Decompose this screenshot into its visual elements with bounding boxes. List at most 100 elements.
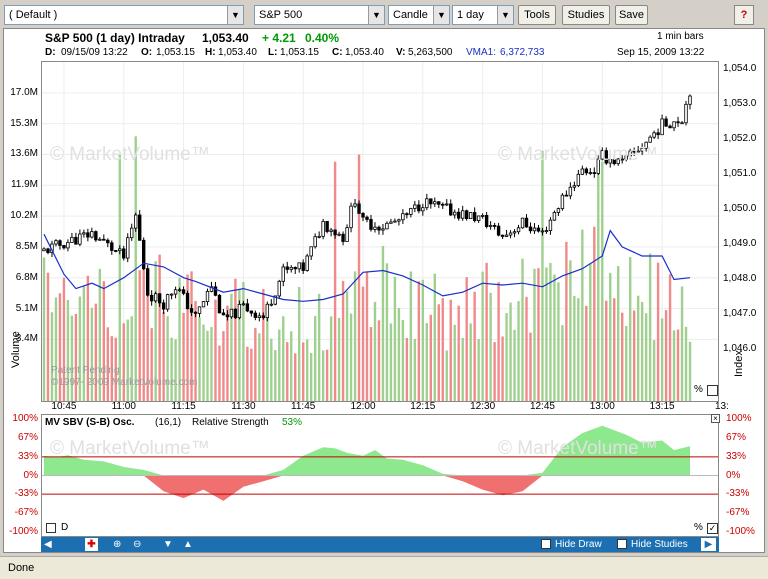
- chevron-down-icon[interactable]: ▼: [433, 6, 449, 24]
- hide-studies-toggle[interactable]: Hide Studies: [617, 538, 688, 551]
- candle-body: [564, 194, 569, 197]
- candle-body: [560, 194, 565, 210]
- volume-bar: [122, 323, 125, 401]
- volume-bar: [206, 330, 209, 401]
- save-button[interactable]: Save: [615, 5, 648, 25]
- candle-body: [592, 172, 596, 174]
- hide-draw-toggle[interactable]: Hide Draw: [541, 538, 602, 551]
- help-button[interactable]: ?: [734, 5, 754, 25]
- candle-body: [576, 173, 581, 187]
- scroll-right-icon[interactable]: ▶: [701, 538, 716, 551]
- candle-body: [157, 293, 162, 304]
- volume-bar: [154, 261, 157, 401]
- volume-bar: [421, 279, 425, 401]
- candle-body: [588, 172, 593, 174]
- vma-line: [43, 229, 691, 302]
- scale-toggle[interactable]: [707, 385, 718, 396]
- candle-body: [488, 225, 493, 227]
- price-tick-label: 1,048.0: [723, 272, 757, 284]
- zoom-in-icon[interactable]: ⊕: [113, 539, 122, 550]
- osc-scale-checkbox[interactable]: ✓: [707, 523, 718, 534]
- candle-body: [500, 234, 505, 237]
- volume-bar: [573, 295, 576, 401]
- volume-bar: [521, 258, 524, 401]
- volume-bar: [541, 150, 544, 401]
- candle-body: [245, 303, 250, 312]
- hide-studies-checkbox[interactable]: [617, 539, 627, 550]
- volume-bar: [317, 293, 321, 401]
- candle-body: [130, 227, 134, 239]
- candle-body: [62, 245, 66, 249]
- osc-tick-label-right: -67%: [726, 507, 750, 519]
- layout-select[interactable]: ( Default ) ▼: [4, 5, 244, 25]
- candle-body: [580, 168, 585, 175]
- candle-body: [644, 141, 648, 149]
- candle-body: [94, 231, 98, 241]
- osc-tick-label-right: 100%: [726, 413, 752, 424]
- zoom-out-icon[interactable]: ⊖: [133, 539, 142, 550]
- osc-tick-label-left: -100%: [9, 526, 38, 537]
- volume-bar: [676, 329, 680, 401]
- volume-bar: [50, 312, 54, 401]
- oscillator-panel[interactable]: [41, 414, 719, 537]
- candle-body: [233, 308, 238, 319]
- tools-button[interactable]: Tools: [518, 5, 556, 25]
- symbol-select[interactable]: S&P 500 ▼: [254, 5, 385, 25]
- candle-body: [118, 248, 122, 252]
- volume-tick-label: 15.3M: [10, 117, 38, 129]
- d-checkbox[interactable]: [46, 523, 56, 533]
- candle-body: [293, 267, 297, 270]
- volume-bar: [98, 268, 102, 401]
- candle-body: [42, 248, 46, 252]
- candle-body: [437, 201, 441, 205]
- candle-body: [141, 239, 146, 270]
- scroll-left-icon[interactable]: ◀: [44, 539, 52, 550]
- candle-body: [464, 210, 469, 220]
- candle-body: [680, 122, 684, 125]
- period-value: 1 day: [457, 9, 484, 21]
- volume-bar: [664, 310, 668, 401]
- volume-bar: [214, 299, 217, 401]
- chevron-down-icon[interactable]: ▼: [497, 6, 513, 24]
- candle-body: [70, 236, 74, 243]
- candle-body: [604, 150, 608, 164]
- chevron-down-icon[interactable]: ▼: [227, 6, 243, 24]
- candle-body: [628, 150, 632, 157]
- volume-bar: [70, 315, 74, 401]
- chevron-down-icon[interactable]: ▼: [368, 6, 384, 24]
- navigation-bar: ◀ ✚ ⊕ ⊖ ▼ ▲ Hide Draw Hide Studies ▶: [41, 537, 719, 552]
- volume-bar: [194, 301, 197, 401]
- hide-draw-checkbox[interactable]: [541, 539, 551, 550]
- candle-body: [441, 203, 445, 206]
- crosshair-icon[interactable]: ✚: [85, 538, 98, 551]
- volume-tick-label: 13.6M: [10, 148, 38, 160]
- studies-button[interactable]: Studies: [562, 5, 610, 25]
- candle-body: [389, 221, 393, 224]
- volume-bar: [609, 272, 612, 401]
- volume-bar: [301, 342, 305, 401]
- volume-bar: [533, 268, 536, 401]
- chart-type-select[interactable]: Candle ▼: [388, 5, 450, 25]
- candle-body: [532, 227, 537, 232]
- volume-bar: [517, 301, 520, 401]
- volume-bar: [624, 326, 628, 401]
- volume-bar: [226, 305, 229, 401]
- price-volume-panel[interactable]: [41, 61, 719, 402]
- volume-bar: [266, 311, 269, 401]
- osc-tick-label-right: 0%: [726, 469, 741, 481]
- candle-body: [217, 294, 222, 314]
- scroll-down-icon[interactable]: ▼: [163, 539, 173, 550]
- period-select[interactable]: 1 day ▼: [452, 5, 514, 25]
- volume-bar: [262, 289, 265, 401]
- candle-body: [608, 159, 612, 164]
- price-tick-label: 1,050.0: [723, 202, 757, 214]
- volume-bar: [202, 324, 205, 401]
- close-icon[interactable]: ×: [711, 414, 720, 423]
- volume-bar: [433, 273, 436, 401]
- candle-body: [333, 229, 337, 236]
- volume-bar: [313, 316, 317, 401]
- volume-bar: [453, 324, 456, 401]
- scroll-up-icon[interactable]: ▲: [183, 539, 193, 550]
- volume-bar: [210, 326, 213, 401]
- volume-tick-label: 5.1M: [15, 302, 38, 314]
